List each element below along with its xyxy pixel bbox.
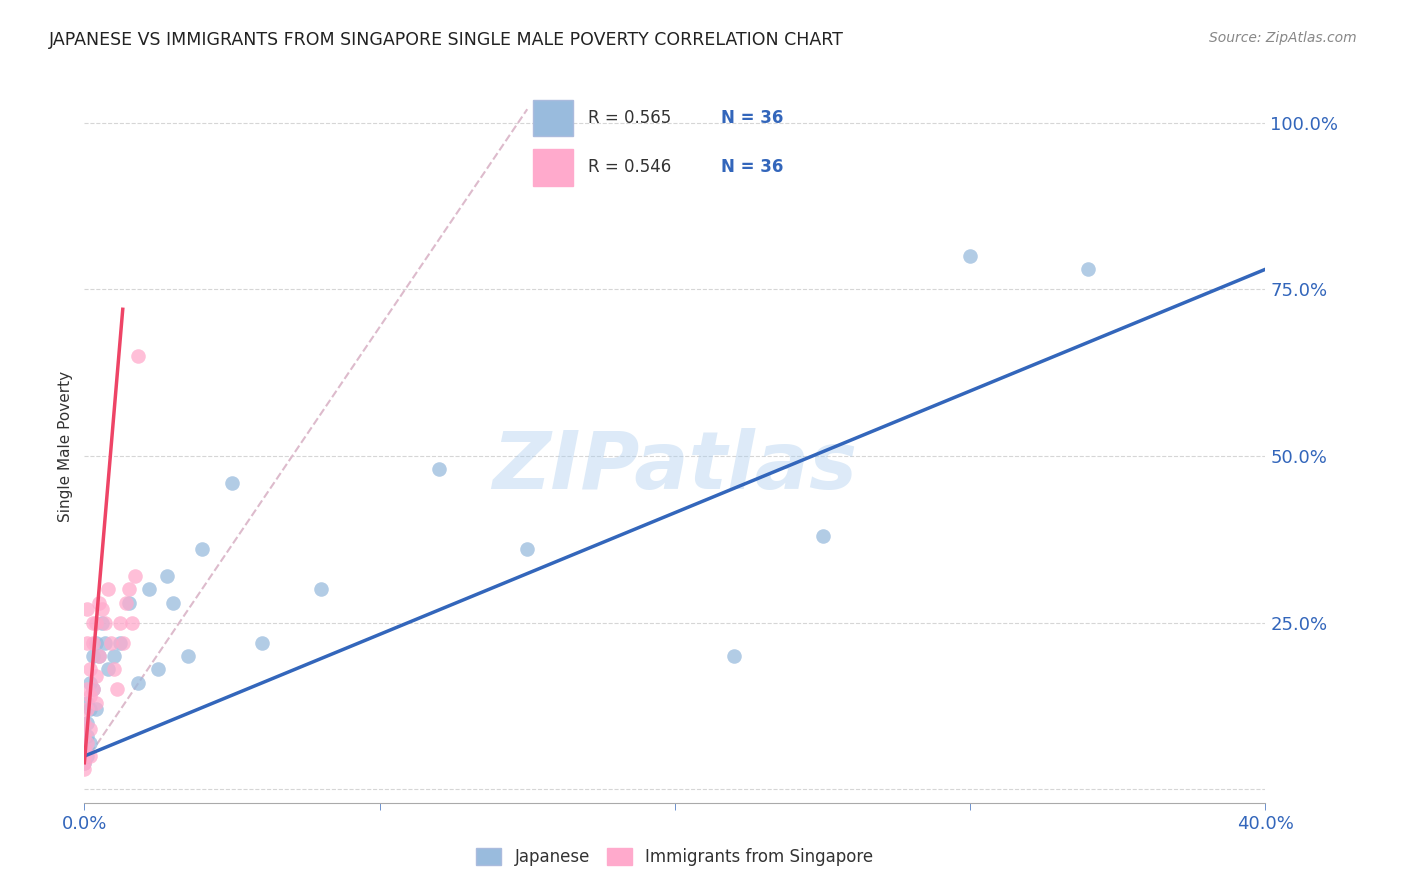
- Point: [82, 636, 104, 650]
- Point: [76, 729, 98, 743]
- Point: [177, 649, 200, 664]
- Point: [156, 569, 179, 583]
- Point: [82, 649, 104, 664]
- Text: ZIPatlas: ZIPatlas: [492, 428, 858, 507]
- Point: [79, 662, 101, 676]
- Point: [91, 602, 114, 616]
- Text: R = 0.565: R = 0.565: [588, 109, 672, 127]
- Point: [309, 582, 332, 597]
- Point: [73, 742, 96, 756]
- Point: [76, 715, 98, 730]
- Point: [959, 249, 981, 263]
- Point: [73, 756, 96, 770]
- Y-axis label: Single Male Poverty: Single Male Poverty: [58, 370, 73, 522]
- Point: [87, 649, 111, 664]
- Point: [79, 689, 101, 703]
- Point: [73, 763, 96, 777]
- Point: [76, 696, 98, 710]
- Point: [127, 349, 149, 363]
- Point: [73, 715, 96, 730]
- Point: [138, 582, 160, 597]
- Point: [73, 729, 96, 743]
- Point: [76, 702, 98, 716]
- Point: [76, 736, 98, 750]
- Point: [1077, 262, 1099, 277]
- Text: N = 36: N = 36: [721, 159, 783, 177]
- Point: [118, 582, 141, 597]
- FancyBboxPatch shape: [533, 149, 572, 186]
- Text: JAPANESE VS IMMIGRANTS FROM SINGAPORE SINGLE MALE POVERTY CORRELATION CHART: JAPANESE VS IMMIGRANTS FROM SINGAPORE SI…: [49, 31, 844, 49]
- FancyBboxPatch shape: [533, 100, 572, 136]
- Point: [73, 742, 96, 756]
- Point: [82, 682, 104, 697]
- Point: [73, 749, 96, 764]
- Point: [118, 596, 141, 610]
- Point: [114, 596, 136, 610]
- Point: [221, 475, 243, 490]
- Point: [516, 542, 538, 557]
- Point: [250, 636, 273, 650]
- Point: [82, 682, 104, 697]
- Point: [811, 529, 834, 543]
- Point: [79, 702, 101, 716]
- Point: [76, 636, 98, 650]
- Point: [87, 649, 111, 664]
- Point: [73, 756, 96, 770]
- Point: [127, 675, 149, 690]
- Point: [108, 615, 131, 630]
- Point: [91, 615, 114, 630]
- Point: [82, 615, 104, 630]
- Point: [191, 542, 214, 557]
- Point: [108, 636, 131, 650]
- Point: [124, 569, 146, 583]
- Point: [94, 636, 117, 650]
- Point: [84, 702, 107, 716]
- Point: [76, 602, 98, 616]
- Point: [121, 615, 143, 630]
- Point: [79, 723, 101, 737]
- Point: [79, 675, 101, 690]
- Point: [79, 736, 101, 750]
- Text: Source: ZipAtlas.com: Source: ZipAtlas.com: [1209, 31, 1357, 45]
- Point: [105, 682, 128, 697]
- Point: [87, 596, 111, 610]
- Point: [111, 636, 134, 650]
- Point: [94, 615, 117, 630]
- Point: [76, 682, 98, 697]
- Point: [76, 749, 98, 764]
- Point: [100, 636, 122, 650]
- Point: [84, 636, 107, 650]
- Point: [723, 649, 745, 664]
- Point: [427, 462, 450, 476]
- Text: N = 36: N = 36: [721, 109, 783, 127]
- Point: [97, 582, 120, 597]
- Point: [84, 615, 107, 630]
- Point: [84, 696, 107, 710]
- Point: [79, 749, 101, 764]
- Point: [84, 669, 107, 683]
- Point: [103, 662, 125, 676]
- Point: [148, 662, 170, 676]
- Point: [103, 649, 125, 664]
- Text: R = 0.546: R = 0.546: [588, 159, 672, 177]
- Point: [162, 596, 184, 610]
- Point: [97, 662, 120, 676]
- Legend: Japanese, Immigrants from Singapore: Japanese, Immigrants from Singapore: [470, 841, 880, 873]
